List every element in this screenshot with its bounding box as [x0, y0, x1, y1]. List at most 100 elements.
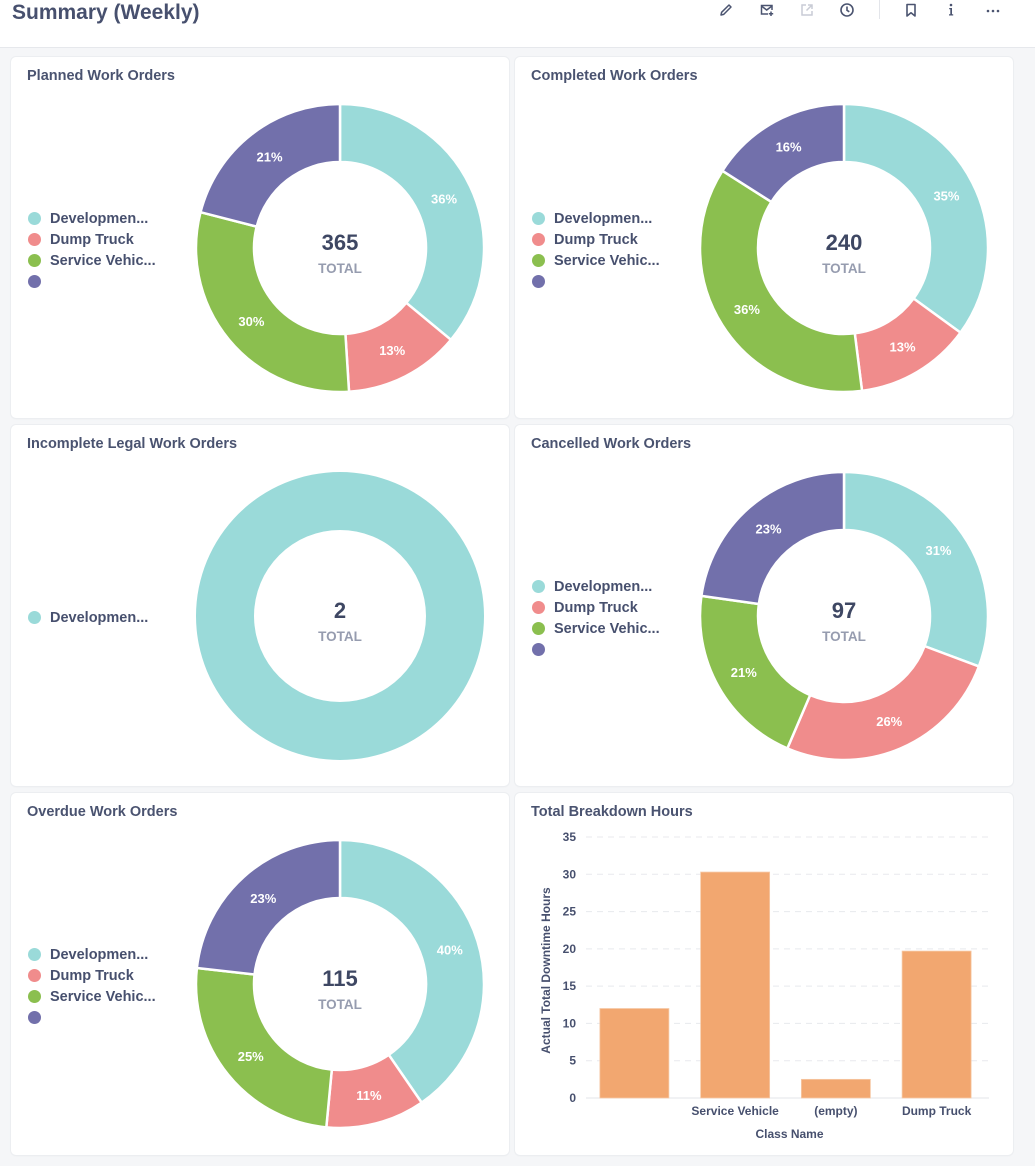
legend-item[interactable]: Dump Truck	[28, 229, 156, 250]
overdue-work-orders-card: Overdue Work Orders Developmen... Dump Tr…	[11, 793, 509, 1155]
legend-label: Developmen...	[50, 609, 149, 626]
legend-label: Service Vehic...	[554, 252, 660, 269]
donut-total-value: 365	[322, 230, 359, 255]
info-button[interactable]	[940, 0, 962, 20]
legend-swatch	[532, 643, 545, 656]
donut-slice[interactable]	[196, 472, 484, 760]
legend-swatch	[28, 212, 41, 225]
history-button[interactable]	[836, 0, 858, 20]
chart-legend: Developmen... Dump Truck Service Vehic...	[532, 208, 660, 292]
legend-label: Dump Truck	[50, 231, 134, 248]
donut-slice[interactable]	[842, 470, 990, 668]
bar[interactable]	[599, 1008, 670, 1099]
legend-swatch	[28, 969, 41, 982]
legend-item[interactable]: Dump Truck	[532, 229, 660, 250]
legend-label: Developmen...	[554, 578, 653, 595]
card-title: Planned Work Orders	[27, 68, 175, 84]
donut-slice[interactable]	[842, 102, 990, 334]
legend-item[interactable]: Developmen...	[532, 208, 660, 229]
bookmark-button[interactable]	[900, 0, 922, 20]
legend-item[interactable]: Dump Truck	[532, 597, 660, 618]
donut-total-value: 2	[334, 598, 346, 623]
legend-item[interactable]	[28, 271, 156, 292]
completed-work-orders-card: Completed Work Orders Developmen... Dump …	[515, 57, 1013, 418]
slice-percent-label: 25%	[238, 1049, 264, 1064]
bar[interactable]	[700, 871, 771, 1099]
legend-item[interactable]	[532, 639, 660, 660]
donut-chart: 31% 26% 21% 23% 97 TOTAL	[698, 470, 990, 762]
legend-label: Developmen...	[50, 946, 149, 963]
legend-item[interactable]: Developmen...	[28, 208, 156, 229]
donut-total-caption: TOTAL	[318, 629, 362, 644]
legend-item[interactable]: Dump Truck	[28, 965, 156, 986]
x-tick-label: Service Vehicle	[691, 1104, 779, 1118]
donut-slice[interactable]	[194, 210, 351, 394]
page-title: Summary (Weekly)	[12, 1, 200, 24]
legend-item[interactable]: Developmen...	[28, 944, 156, 965]
slice-percent-label: 13%	[890, 339, 916, 354]
donut-slice[interactable]	[194, 966, 334, 1129]
bar[interactable]	[800, 1078, 871, 1099]
edit-button[interactable]	[715, 0, 737, 20]
donut-slice[interactable]	[195, 838, 342, 976]
legend-item[interactable]: Service Vehic...	[28, 250, 156, 271]
external-link-icon	[801, 4, 813, 16]
legend-swatch	[532, 212, 545, 225]
donut-total-value: 97	[832, 598, 856, 623]
legend-label: Service Vehic...	[50, 988, 156, 1005]
donut-slice[interactable]	[338, 102, 486, 342]
card-title: Cancelled Work Orders	[531, 436, 692, 452]
donut-chart: 2 TOTAL	[196, 472, 484, 760]
legend-swatch	[28, 233, 41, 246]
donut-slice[interactable]	[338, 838, 486, 1104]
y-tick-label: 20	[563, 942, 577, 956]
legend-swatch	[532, 601, 545, 614]
y-axis-title: Actual Total Downtime Hours	[539, 887, 553, 1054]
donut-slice[interactable]	[199, 102, 342, 228]
legend-swatch	[28, 990, 41, 1003]
legend-swatch	[28, 254, 41, 267]
mail-plus-icon	[760, 4, 774, 16]
legend-swatch	[28, 275, 41, 288]
donut-total-value: 240	[826, 230, 863, 255]
donut-total-caption: TOTAL	[822, 261, 866, 276]
legend-item[interactable]: Service Vehic...	[532, 618, 660, 639]
donut-total-caption: TOTAL	[318, 261, 362, 276]
pencil-icon	[720, 4, 732, 16]
slice-percent-label: 21%	[731, 665, 757, 680]
card-title: Total Breakdown Hours	[531, 804, 693, 820]
donut-chart: 36% 13% 30% 21% 365 TOTAL	[194, 102, 486, 394]
donut-slice[interactable]	[698, 169, 864, 394]
y-tick-label: 35	[563, 830, 577, 844]
slice-percent-label: 23%	[250, 891, 276, 906]
legend-label: Dump Truck	[50, 967, 134, 984]
legend-swatch	[28, 1011, 41, 1024]
y-tick-label: 0	[569, 1091, 576, 1105]
donut-slice[interactable]	[786, 644, 981, 762]
donut-slice[interactable]	[721, 102, 846, 204]
legend-item[interactable]: Service Vehic...	[532, 250, 660, 271]
legend-item[interactable]	[28, 1007, 156, 1028]
subscribe-button[interactable]	[756, 0, 778, 20]
bar[interactable]	[901, 950, 972, 1099]
info-icon	[949, 3, 954, 16]
x-tick-label: Dump Truck	[902, 1104, 972, 1118]
legend-item[interactable]: Service Vehic...	[28, 986, 156, 1007]
toolbar-divider	[879, 0, 880, 19]
donut-total-caption: TOTAL	[318, 997, 362, 1012]
chart-legend: Developmen... Dump Truck Service Vehic...	[532, 576, 660, 660]
legend-item[interactable]: Developmen...	[28, 607, 148, 628]
slice-percent-label: 30%	[238, 314, 264, 329]
more-button[interactable]	[982, 0, 1004, 20]
y-tick-label: 5	[569, 1054, 576, 1068]
open-external-button[interactable]	[796, 0, 818, 20]
legend-item[interactable]: Developmen...	[532, 576, 660, 597]
slice-percent-label: 40%	[437, 942, 463, 957]
chart-legend: Developmen...	[28, 607, 148, 628]
legend-item[interactable]	[532, 271, 660, 292]
legend-label: Dump Truck	[554, 599, 638, 616]
legend-label: Developmen...	[50, 210, 149, 227]
legend-swatch	[532, 580, 545, 593]
donut-slice[interactable]	[700, 470, 846, 606]
legend-label: Service Vehic...	[50, 252, 156, 269]
